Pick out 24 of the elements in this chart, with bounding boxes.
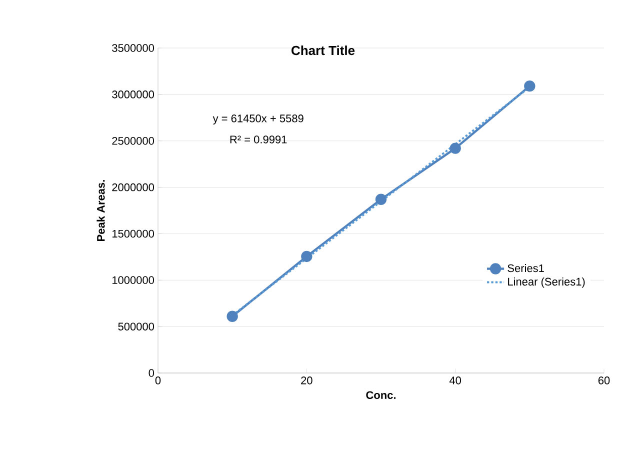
- annotation: y = 61450x + 5589: [212, 114, 304, 124]
- legend-label: Series1: [508, 264, 544, 272]
- y-tick-label: 1000000: [112, 276, 154, 284]
- x-tick-label: 40: [449, 376, 462, 384]
- point: [524, 80, 536, 92]
- y-tick-label: 3500000: [112, 44, 154, 52]
- chart-title: Chart Title: [292, 46, 355, 56]
- point: [450, 142, 461, 154]
- y-tick-label: 2000000: [112, 183, 154, 192]
- point: [301, 250, 312, 262]
- y-tick-label: 3000000: [112, 90, 154, 98]
- y-tick-label: 2500000: [112, 136, 154, 145]
- y-tick-label: 500000: [118, 322, 154, 330]
- x-tick-label: 20: [301, 376, 312, 384]
- x-tick-label: 0: [155, 376, 161, 384]
- x-axis-title: Conc.: [366, 391, 396, 399]
- point: [226, 310, 238, 322]
- legend-label: Linear (Series1): [508, 278, 585, 288]
- x-tick-label: 60: [598, 376, 610, 384]
- y-tick-label: 0: [148, 369, 154, 377]
- y-tick-label: 1500000: [112, 230, 154, 238]
- point: [375, 194, 387, 205]
- y-axis-title: Peak Areas.: [96, 180, 105, 241]
- annotation: R² = 0.9991: [230, 136, 287, 144]
